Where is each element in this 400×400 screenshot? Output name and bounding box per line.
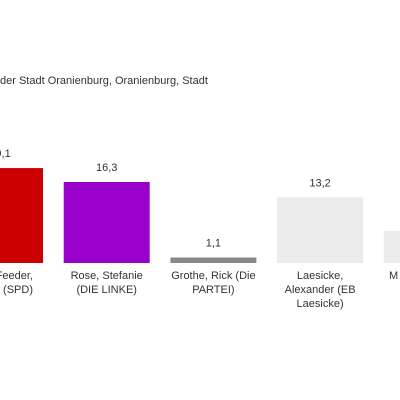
category-label: Laesicke, xyxy=(297,270,343,282)
category-label: M xyxy=(389,270,398,282)
value-label: 16,3 xyxy=(96,162,117,174)
bar xyxy=(0,168,43,263)
bar xyxy=(277,197,364,263)
bar xyxy=(383,231,400,263)
chart-title: der Stadt Oranienburg, Oranienburg, Stad… xyxy=(0,75,208,87)
category-label: PARTEI) xyxy=(192,284,234,296)
category-label: Rose, Stefanie xyxy=(71,270,143,282)
value-label: 19,1 xyxy=(0,148,11,160)
value-label: 13,2 xyxy=(309,177,330,189)
category-label: r (SPD) xyxy=(0,284,33,296)
category-label: Laesicke) xyxy=(297,298,344,310)
value-label: 1,1 xyxy=(206,237,221,249)
bar xyxy=(63,181,150,263)
category-label: Alexander (EB xyxy=(285,284,356,296)
bar xyxy=(170,257,257,263)
category-label: Feeder, xyxy=(0,270,33,282)
category-label: (DIE LINKE) xyxy=(76,284,137,296)
category-label: Grothe, Rick (Die xyxy=(171,270,255,282)
